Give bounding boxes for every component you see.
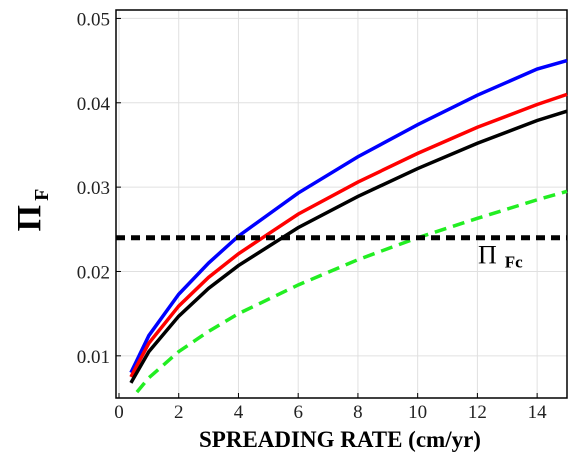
series-line (135, 189, 568, 394)
y-axis-label: ΠF (11, 189, 53, 232)
series-line (129, 109, 568, 384)
series-line (129, 58, 568, 374)
x-tick-label: 4 (234, 402, 244, 423)
x-tick-label: 0 (114, 402, 124, 423)
threshold-label: Π Fc (478, 241, 523, 272)
threshold-subscript: Fc (505, 253, 523, 272)
x-tick-label: 12 (468, 402, 487, 423)
series-line (129, 92, 568, 378)
y-axis-subscript: F (31, 189, 53, 201)
x-tick-label: 6 (293, 402, 303, 423)
x-axis-label: SPREADING RATE (cm/yr) (199, 427, 481, 452)
y-tick-label: 0.05 (77, 9, 110, 30)
y-tick-label: 0.04 (77, 94, 111, 115)
plot-frame (115, 9, 568, 399)
x-tick-label: 2 (174, 402, 184, 423)
x-tick-label: 14 (528, 402, 548, 423)
x-tick-label: 8 (353, 402, 363, 423)
y-tick-label: 0.02 (77, 262, 110, 283)
y-tick-label: 0.01 (77, 347, 110, 368)
y-tick-label: 0.03 (77, 178, 110, 199)
y-axis-symbol: Π (11, 205, 48, 231)
threshold-symbol: Π (478, 241, 497, 270)
x-tick-label: 10 (408, 402, 427, 423)
y-axis-label-group: ΠF (11, 189, 53, 232)
